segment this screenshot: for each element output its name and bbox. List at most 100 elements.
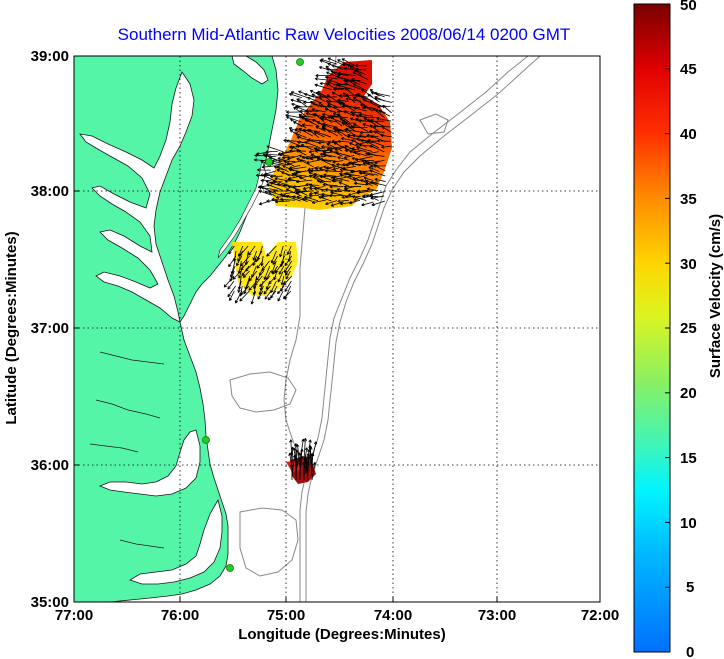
velocity-arrow — [353, 181, 368, 186]
velocity-arrow — [369, 124, 380, 132]
colorbar-tick-label: 20 — [680, 385, 697, 402]
velocity-arrow — [291, 173, 307, 181]
velocity-arrow — [374, 97, 392, 103]
tick-marks — [74, 190, 498, 602]
x-tick-label: 74:00 — [374, 607, 412, 624]
velocity-arrow — [362, 161, 373, 166]
velocity-arrow — [341, 58, 355, 66]
velocity-arrow — [256, 168, 271, 172]
velocity-arrow — [368, 129, 385, 134]
velocity-arrow — [285, 188, 302, 197]
velocity-arrow — [307, 96, 319, 103]
velocity-arrow — [333, 142, 350, 151]
velocity-arrow — [306, 159, 319, 164]
velocity-arrow — [241, 265, 250, 276]
velocity-arrow — [345, 78, 355, 85]
grid — [74, 56, 600, 602]
velocity-arrow — [320, 58, 338, 65]
velocity-arrow — [295, 190, 314, 195]
velocity-arrow — [323, 127, 339, 137]
velocity-arrow — [363, 176, 374, 181]
velocity-arrow — [326, 71, 344, 80]
velocity-arrow — [277, 285, 285, 295]
velocity-arrow — [374, 159, 385, 165]
velocity-arrow — [314, 149, 331, 153]
velocity-arrow — [324, 108, 337, 113]
velocity-arrow — [304, 118, 320, 127]
velocity-arrow — [292, 184, 308, 189]
velocity-arrow — [330, 115, 343, 127]
velocity-arrow — [325, 200, 338, 206]
velocity-arrow — [371, 200, 385, 207]
pamlico-sound — [129, 498, 223, 585]
velocity-arrow — [361, 201, 374, 207]
velocity-arrow — [282, 290, 292, 300]
radar-station — [226, 564, 234, 572]
colorbar-tick-label: 15 — [680, 450, 697, 467]
velocity-arrow — [382, 104, 392, 114]
colorbar-tick-label: 5 — [686, 579, 694, 596]
velocity-arrow — [338, 181, 350, 187]
velocity-arrow — [362, 123, 374, 128]
velocity-arrow — [321, 117, 338, 123]
velocity-arrow — [311, 199, 326, 204]
radar-station — [202, 436, 210, 444]
velocity-arrow — [315, 73, 331, 78]
velocity-arrow — [229, 290, 235, 301]
y-tick-label: 38:00 — [31, 183, 69, 200]
velocity-arrow — [339, 117, 355, 128]
velocity-arrow — [369, 180, 386, 186]
albemarle-sound — [98, 429, 201, 497]
velocity-arrow — [276, 165, 289, 173]
velocity-arrow — [337, 59, 349, 66]
velocity-arrow — [293, 106, 308, 118]
velocity-arrow — [319, 152, 332, 158]
velocity-arrow — [299, 159, 314, 168]
velocity-arrow — [265, 280, 271, 290]
velocity-arrow — [292, 195, 308, 202]
y-tick-label: 35:00 — [31, 594, 69, 611]
velocity-arrow — [351, 195, 367, 201]
velocity-arrow — [248, 280, 258, 291]
velocity-arrow — [248, 270, 258, 282]
velocity-arrow — [242, 270, 250, 278]
y-tick-label: 36:00 — [31, 457, 69, 474]
chesapeake-bay — [79, 71, 195, 323]
velocity-arrow — [324, 169, 343, 173]
velocity-arrow — [337, 129, 349, 138]
velocity-arrow — [236, 255, 243, 267]
radar-station — [265, 158, 273, 166]
velocity-arrow — [250, 290, 256, 305]
velocity-arrow — [343, 172, 361, 177]
velocity-arrow — [362, 98, 379, 107]
velocity-arrow — [366, 152, 385, 157]
velocity-arrow — [366, 133, 379, 138]
velocity-arrow — [319, 81, 331, 86]
x-tick-label: 77:00 — [55, 607, 93, 624]
velocity-arrow — [381, 126, 392, 133]
velocity-arrow — [351, 162, 367, 166]
velocity-arrow — [323, 173, 337, 177]
velocity-arrow — [370, 91, 385, 98]
colorbar-tick-label: 50 — [680, 0, 697, 14]
velocity-arrow — [294, 132, 307, 139]
velocity-arrow — [329, 193, 343, 198]
velocity-arrow — [313, 113, 325, 122]
velocity-arrow — [339, 173, 355, 181]
x-tick-label: 75:00 — [267, 607, 305, 624]
radar-station — [296, 58, 304, 66]
velocity-arrow — [291, 102, 302, 108]
velocity-arrow — [279, 245, 284, 258]
velocity-arrow — [290, 464, 294, 481]
velocity-arrow — [330, 201, 344, 207]
velocity-arrow — [227, 285, 236, 298]
velocity-arrow — [358, 134, 374, 138]
velocity-arrow — [344, 87, 356, 97]
velocity-arrow — [318, 195, 332, 202]
velocity-arrow — [378, 109, 391, 117]
velocity-arrow — [270, 250, 277, 264]
velocity-arrow — [343, 185, 362, 189]
velocity-arrow — [332, 160, 344, 164]
velocity-arrow — [288, 168, 302, 173]
velocity-arrow — [272, 179, 289, 186]
